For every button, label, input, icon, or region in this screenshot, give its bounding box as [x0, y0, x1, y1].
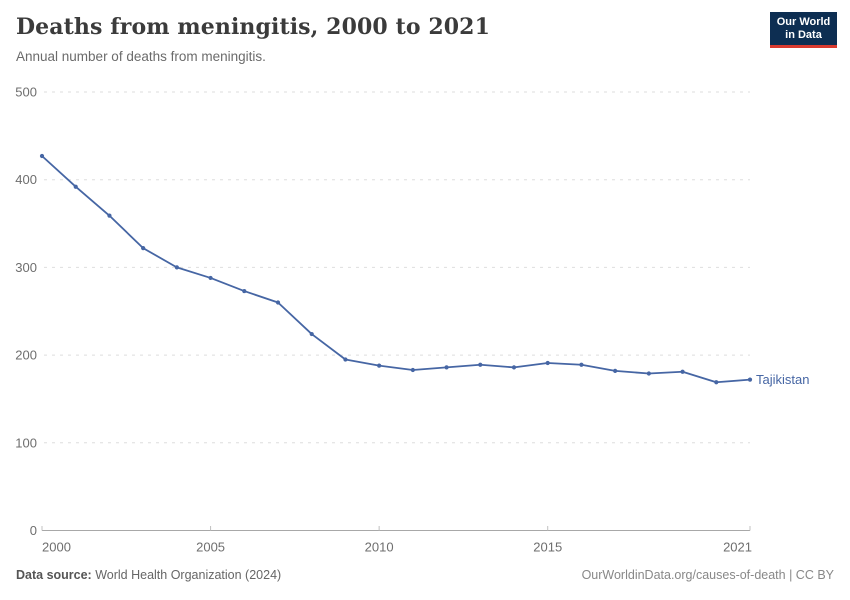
data-point[interactable] — [410, 367, 415, 373]
x-tick-label: 2015 — [533, 540, 562, 555]
data-point[interactable] — [478, 362, 483, 367]
x-tick-label: 2005 — [196, 540, 225, 555]
y-tick-label: 400 — [15, 172, 37, 187]
y-tick-label: 0 — [30, 523, 37, 538]
data-point[interactable] — [174, 265, 179, 270]
data-point[interactable] — [545, 360, 550, 366]
data-point[interactable] — [39, 153, 45, 159]
y-tick-label: 200 — [15, 348, 37, 363]
data-point[interactable] — [107, 213, 112, 218]
data-point[interactable] — [73, 184, 78, 189]
chart-footer: Data source: World Health Organization (… — [16, 568, 834, 582]
y-tick-label: 100 — [15, 435, 37, 450]
data-source: Data source: World Health Organization (… — [16, 568, 281, 582]
x-tick-label: 2000 — [42, 540, 71, 555]
data-point[interactable] — [141, 246, 146, 251]
data-point[interactable] — [714, 380, 719, 385]
data-point[interactable] — [343, 357, 348, 362]
chart-header: Deaths from meningitis, 2000 to 2021 Ann… — [16, 14, 756, 64]
chart-title: Deaths from meningitis, 2000 to 2021 — [16, 14, 491, 40]
owid-logo-line2: in Data — [785, 28, 822, 41]
owid-logo-line1: Our World — [776, 16, 831, 28]
data-point[interactable] — [680, 369, 685, 374]
series-tajikistan[interactable]: Tajikistan — [39, 153, 810, 387]
data-point[interactable] — [511, 365, 517, 370]
data-point[interactable] — [747, 377, 753, 382]
data-source-value: World Health Organization (2024) — [91, 568, 282, 582]
y-tick-label: 300 — [15, 260, 37, 275]
x-tick-label: 2021 — [723, 540, 752, 555]
data-point[interactable] — [242, 288, 247, 294]
series-end-label[interactable]: Tajikistan — [756, 372, 809, 387]
owid-logo[interactable]: Our World in Data — [770, 12, 837, 48]
y-tick-label: 500 — [15, 85, 37, 100]
data-source-label: Data source: — [16, 568, 92, 582]
chart-subtitle: Annual number of deaths from meningitis. — [16, 49, 266, 64]
data-point[interactable] — [613, 368, 618, 373]
data-point[interactable] — [579, 362, 584, 367]
x-tick-label: 2010 — [365, 540, 394, 555]
license-credit[interactable]: OurWorldinData.org/causes-of-death | CC … — [581, 568, 834, 582]
series-line[interactable] — [41, 155, 751, 384]
data-point[interactable] — [208, 275, 213, 281]
data-point[interactable] — [646, 371, 651, 376]
data-point[interactable] — [377, 363, 382, 368]
data-point[interactable] — [444, 365, 449, 370]
data-point[interactable] — [275, 300, 281, 305]
data-point[interactable] — [309, 331, 314, 337]
